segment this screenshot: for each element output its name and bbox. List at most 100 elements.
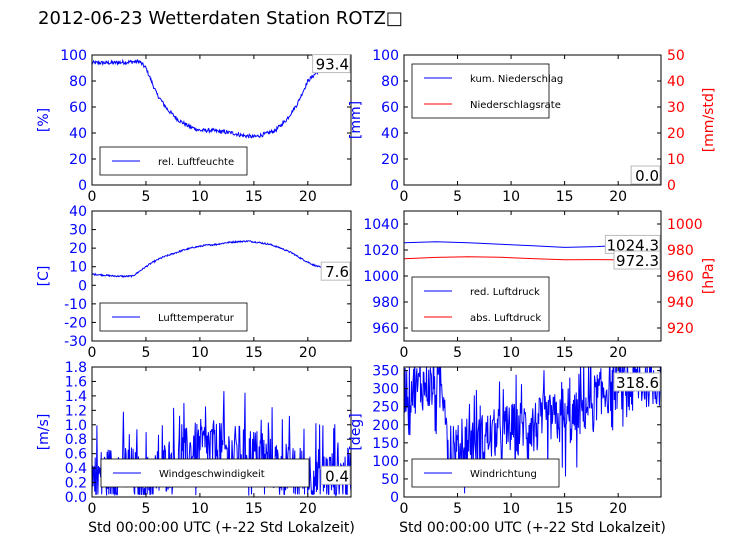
panel1-y-tick-label: 0 bbox=[78, 178, 87, 194]
panel3-legend-label-1: Lufttemperatur bbox=[158, 313, 235, 324]
panel2-y2-tick-label: 10 bbox=[667, 152, 685, 168]
panel4-current-value-right-box bbox=[613, 250, 661, 270]
panel3-current-value-box bbox=[320, 261, 351, 281]
panel4-y-tick-label: 1040 bbox=[363, 217, 399, 233]
panel5-y-tick-label: 1.4 bbox=[65, 389, 87, 405]
panel3-x-tick-label: 10 bbox=[191, 345, 209, 361]
panel5-y-tick-label: 0.8 bbox=[65, 432, 87, 448]
panel4-legend-label-2: abs. Luftdruck bbox=[470, 313, 541, 324]
panel5-y-tick-label: 0.4 bbox=[65, 461, 87, 477]
panel4-x-tick-label: 0 bbox=[400, 345, 409, 361]
panel5-y-axis-label: [m/s] bbox=[36, 414, 52, 451]
panel3-y-tick-label: -10 bbox=[64, 297, 87, 313]
panel3-series-line-1 bbox=[92, 239, 351, 278]
panel4-y-tick-label: 1000 bbox=[363, 269, 399, 285]
panel2-x-tick-label: 0 bbox=[400, 189, 409, 205]
panel4-y2-tick-label: 940 bbox=[667, 295, 694, 311]
panel1-x-tick-label: 20 bbox=[299, 189, 317, 205]
figure-title: 2012-06-23 Wetterdaten Station ROTZ□ bbox=[38, 8, 403, 29]
panel3-y-tick-label: 20 bbox=[69, 241, 87, 257]
panel3-y-tick-label: 0 bbox=[78, 278, 87, 294]
panel4-y-tick-label: 980 bbox=[372, 295, 399, 311]
panel2-y-axis-label: [mm] bbox=[348, 101, 364, 139]
panel6-y-tick-label: 350 bbox=[372, 364, 399, 380]
panel4-y2-tick-label: 1000 bbox=[667, 217, 703, 233]
panel2-current-value-right: 0.0 bbox=[635, 167, 659, 185]
panel5-current-value: 0.4 bbox=[325, 467, 349, 485]
panel2-y2-axis-label: [mm/std] bbox=[701, 88, 717, 153]
panel2-y-tick-label: 60 bbox=[381, 100, 399, 116]
panel5-y-tick-label: 1.2 bbox=[65, 403, 87, 419]
panel3-x-tick-label: 5 bbox=[141, 345, 150, 361]
panel6-legend-label-1: Windrichtung bbox=[470, 469, 537, 480]
panel3-y-tick-label: -30 bbox=[64, 334, 87, 350]
panel3-y-tick-label: 30 bbox=[69, 223, 87, 239]
panel3-frame bbox=[91, 210, 352, 342]
panel5-legend-label-1: Windgeschwindigkeit bbox=[159, 469, 265, 480]
panel1-legend-label-1: rel. Luftfeuchte bbox=[158, 157, 234, 168]
panel2-y2-tick-label: 20 bbox=[667, 126, 685, 142]
panel5-x-tick-label: 15 bbox=[245, 501, 263, 517]
panel2-current-value-right-box bbox=[630, 165, 661, 185]
panel6-current-value-box bbox=[613, 372, 661, 392]
panel6-x-tick-label: 20 bbox=[609, 501, 627, 517]
panel6-y-tick-label: 150 bbox=[372, 436, 399, 452]
panel3-y-tick-label: 40 bbox=[69, 204, 87, 220]
panel6-x-tick-label: 10 bbox=[502, 501, 520, 517]
panel6-frame bbox=[403, 366, 662, 498]
panel4-x-tick-label: 20 bbox=[609, 345, 627, 361]
panel2-y2-tick-label: 0 bbox=[667, 178, 676, 194]
panel6-x-tick-label: 5 bbox=[453, 501, 462, 517]
panel5-x-tick-label: 0 bbox=[88, 501, 97, 517]
panel6-y-tick-label: 100 bbox=[372, 454, 399, 470]
panel4-y-tick-label: 960 bbox=[372, 321, 399, 337]
panel1-y-tick-label: 100 bbox=[60, 48, 87, 64]
panel5-current-value-box bbox=[320, 465, 351, 485]
panel6-x-tick-label: 15 bbox=[556, 501, 574, 517]
panel2-x-tick-label: 20 bbox=[609, 189, 627, 205]
panel5-y-tick-label: 0.0 bbox=[65, 490, 87, 506]
panel4-y-tick-label: 1020 bbox=[363, 243, 399, 259]
panel1-series-line-1 bbox=[92, 58, 351, 139]
panel6-current-value: 318.6 bbox=[616, 374, 659, 392]
panel3-x-tick-label: 20 bbox=[299, 345, 317, 361]
panel3-x-tick-label: 15 bbox=[245, 345, 263, 361]
panel5-frame bbox=[91, 366, 352, 498]
panel5-x-axis-label: Std 00:00:00 UTC (+-22 Std Lokalzeit) bbox=[88, 520, 355, 536]
panel6-y-tick-label: 200 bbox=[372, 418, 399, 434]
panel2-legend-label-2: Niederschlagsrate bbox=[470, 100, 561, 111]
panel2-y-tick-label: 0 bbox=[390, 178, 399, 194]
panel1-current-value: 93.4 bbox=[316, 56, 349, 74]
panel2-y2-tick-label: 50 bbox=[667, 48, 685, 64]
panel4-x-tick-label: 10 bbox=[502, 345, 520, 361]
panel5-y-tick-label: 1.8 bbox=[65, 360, 87, 376]
panel3-x-tick-label: 0 bbox=[88, 345, 97, 361]
panel2-legend-label-1: kum. Niederschlag bbox=[470, 74, 563, 85]
panel1-x-tick-label: 0 bbox=[88, 189, 97, 205]
panel1-y-tick-label: 80 bbox=[69, 74, 87, 90]
panel1-x-tick-label: 15 bbox=[245, 189, 263, 205]
panel2-y-tick-label: 80 bbox=[381, 74, 399, 90]
panel5-x-tick-label: 5 bbox=[141, 501, 150, 517]
panel2-frame bbox=[403, 54, 662, 186]
panel1-y-tick-label: 20 bbox=[69, 152, 87, 168]
panel1-x-tick-label: 5 bbox=[141, 189, 150, 205]
panel1-y-axis-label: [%] bbox=[36, 108, 52, 132]
panel6-y-tick-label: 250 bbox=[372, 400, 399, 416]
panel4-y2-axis-label: [hPa] bbox=[701, 258, 717, 294]
panel6-y-tick-label: 50 bbox=[381, 472, 399, 488]
panel2-x-tick-label: 5 bbox=[453, 189, 462, 205]
panel2-legend-box bbox=[411, 63, 550, 119]
panel2-y-tick-label: 20 bbox=[381, 152, 399, 168]
panel1-frame bbox=[91, 54, 352, 186]
panel5-y-tick-label: 0.2 bbox=[65, 476, 87, 492]
panel3-current-value: 7.6 bbox=[325, 263, 349, 281]
panel4-current-value: 1024.3 bbox=[607, 236, 660, 254]
panel6-y-axis-label: [deg] bbox=[348, 413, 364, 450]
panel4-y2-tick-label: 980 bbox=[667, 243, 694, 259]
panel4-current-value-right: 972.3 bbox=[616, 252, 659, 270]
panel5-y-tick-label: 0.6 bbox=[65, 447, 87, 463]
panel5-y-tick-label: 1.0 bbox=[65, 418, 87, 434]
panel5-y-tick-label: 1.6 bbox=[65, 374, 87, 390]
panel2-y-tick-label: 40 bbox=[381, 126, 399, 142]
